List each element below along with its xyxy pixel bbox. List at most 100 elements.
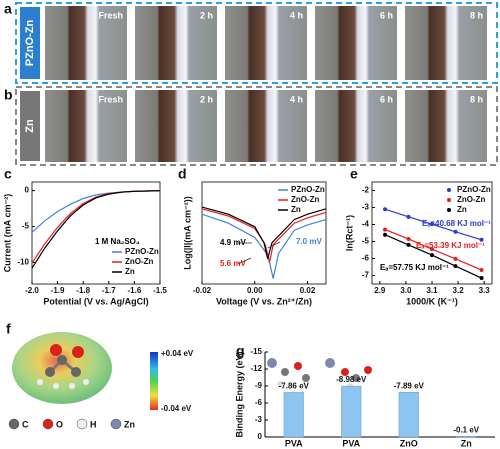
annotation: Eₐ=53.39 KJ mol⁻¹ (416, 241, 485, 250)
y-axis-label: Current (mA cm⁻²) (2, 194, 12, 272)
series-line (201, 213, 327, 279)
point (406, 214, 411, 219)
photo (405, 6, 487, 80)
series-line (201, 206, 327, 260)
y-axis-label: ln(Rct⁻¹) (344, 215, 354, 251)
y-tick-label: -6 (362, 254, 370, 263)
x-tick-label: -1.9 (51, 286, 65, 295)
row-label: PZnO-Zn (24, 20, 36, 67)
value-label: -7.86 eV (279, 382, 310, 391)
panel-letter: a (4, 1, 12, 17)
photo-time: 6 h (380, 94, 393, 104)
photo-time: 2 h (200, 94, 213, 104)
annotation: 4.9 mV (220, 238, 246, 247)
y-tick-label: -9 (255, 381, 263, 390)
legend-label: PZnO-Zn (125, 247, 159, 256)
photo (315, 6, 397, 80)
atom-label: Zn (124, 419, 135, 429)
row-frame (15, 2, 498, 84)
legend-swatch (447, 208, 451, 212)
x-axis-label: Voltage (V vs. Zn²⁺/Zn) (216, 296, 312, 306)
molecule (37, 344, 89, 389)
point (479, 237, 484, 242)
point (453, 264, 458, 269)
x-tick-label: Zn (461, 438, 472, 448)
atom-swatch (8, 418, 20, 430)
atom-label: C (22, 419, 29, 429)
annotation: 1 M Na₂SO₄ (95, 237, 140, 246)
y-axis-label: Log(|I|(mA cm⁻²)) (182, 196, 192, 269)
point (383, 227, 388, 232)
x-tick-label: -1.7 (102, 286, 116, 295)
x-tick-label: 3.3 (479, 286, 491, 295)
photo-time: 6 h (380, 10, 393, 20)
photo (405, 90, 487, 162)
bar (341, 385, 362, 438)
y-tick-label: -6 (255, 398, 263, 407)
row-label: Zn (24, 119, 36, 133)
y-tick-label: -10 (17, 258, 29, 267)
esp-surface (12, 332, 112, 404)
row-label-box (20, 7, 40, 79)
x-tick-label: PVA (285, 438, 303, 448)
bar (398, 392, 419, 438)
series-line (201, 208, 327, 263)
legend-label: Zn (125, 267, 135, 276)
x-tick-label: -1.8 (76, 286, 90, 295)
x-axis-label: 1000/K (K⁻¹) (406, 296, 458, 306)
x-tick-label: -0.02 (193, 286, 212, 295)
point (479, 268, 484, 273)
panel-letter: g (236, 343, 245, 359)
x-tick-label: -1.6 (128, 286, 142, 295)
plot-frame (201, 181, 327, 285)
legend-label: Zn (291, 205, 301, 214)
atom-swatch (110, 418, 122, 430)
y-tick-label: -4 (362, 220, 370, 229)
photo-time: Fresh (98, 94, 123, 104)
y-tick-label: -5 (362, 237, 370, 246)
y-tick-label: -12 (250, 364, 262, 373)
photo (45, 90, 127, 162)
panel-letter: c (4, 166, 12, 182)
point (383, 232, 388, 237)
x-tick-label: PVA (342, 438, 360, 448)
value-label: -0.1 eV (453, 426, 479, 435)
series-line (31, 190, 161, 269)
annotation: 5.6 mV (220, 259, 246, 268)
photo-time: 4 h (290, 94, 303, 104)
panel-letter: d (178, 166, 187, 182)
photo (225, 90, 307, 162)
x-tick-label: 3.1 (426, 286, 438, 295)
bar (283, 392, 304, 438)
photo (45, 6, 127, 80)
atom-label: H (90, 419, 97, 429)
y-axis-label: Binding Energy (eV) (234, 351, 244, 437)
legend-label: ZnO-Zn (125, 257, 154, 266)
value-label: -8.98 eV (336, 375, 367, 384)
legend-label: PZnO-Zn (291, 185, 325, 194)
atom-swatch (42, 418, 54, 430)
y-tick-label: -7 (362, 271, 370, 280)
atom-swatch (76, 418, 88, 430)
annotation-arrow (237, 257, 252, 265)
y-tick-label: 0 (258, 432, 263, 441)
annotation: 7.0 mV (296, 237, 322, 246)
x-tick-label: 3.0 (400, 286, 412, 295)
photo (135, 90, 217, 162)
atom-label: O (56, 419, 63, 429)
photo (135, 6, 217, 80)
y-tick-label: 0 (25, 186, 30, 195)
y-tick-label: -3 (255, 415, 263, 424)
legend-swatch (447, 198, 451, 202)
photo-time: 8 h (470, 10, 483, 20)
value-label: -7.89 eV (394, 381, 425, 390)
photo (315, 90, 397, 162)
x-axis-label: Potential (V vs. Ag/AgCl) (43, 296, 148, 306)
point (430, 253, 434, 258)
y-tick-label: -3 (362, 203, 370, 212)
point (479, 276, 484, 281)
x-tick-label: ZnO (400, 438, 418, 448)
x-tick-label: -1.5 (153, 286, 167, 295)
y-tick-label: -15 (250, 347, 262, 356)
legend-swatch (447, 188, 451, 192)
